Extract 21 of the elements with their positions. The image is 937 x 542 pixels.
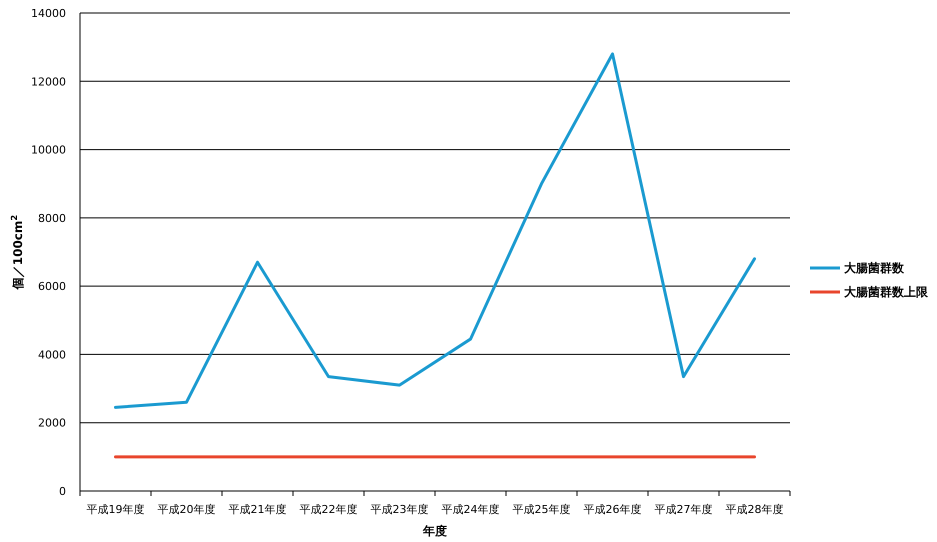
y-tick-label: 2000 — [38, 416, 66, 430]
x-axis-title: 年度 — [422, 524, 447, 538]
y-tick-label: 4000 — [38, 348, 66, 362]
x-tick-label: 平成26年度 — [584, 503, 642, 516]
x-tick-label: 平成24年度 — [442, 503, 500, 516]
x-tick-label: 平成23年度 — [370, 503, 428, 516]
y-tick-label: 0 — [59, 485, 66, 498]
x-tick-label: 平成21年度 — [228, 503, 286, 516]
y-tick-label: 14000 — [31, 7, 66, 20]
x-tick-label: 平成22年度 — [300, 503, 358, 516]
y-tick-label: 12000 — [31, 75, 66, 88]
legend-label: 大腸菌群数 — [844, 261, 905, 275]
legend-label: 大腸菌群数上限 — [844, 285, 929, 299]
x-tick-label: 平成28年度 — [726, 503, 784, 516]
x-tick-label: 平成27年度 — [654, 503, 712, 516]
y-tick-label: 8000 — [38, 212, 66, 225]
x-tick-label: 平成20年度 — [158, 503, 216, 516]
x-tick-label: 平成19年度 — [86, 503, 144, 516]
x-tick-label: 平成25年度 — [512, 503, 570, 516]
y-tick-label: 10000 — [31, 144, 66, 157]
y-tick-label: 6000 — [38, 280, 66, 294]
